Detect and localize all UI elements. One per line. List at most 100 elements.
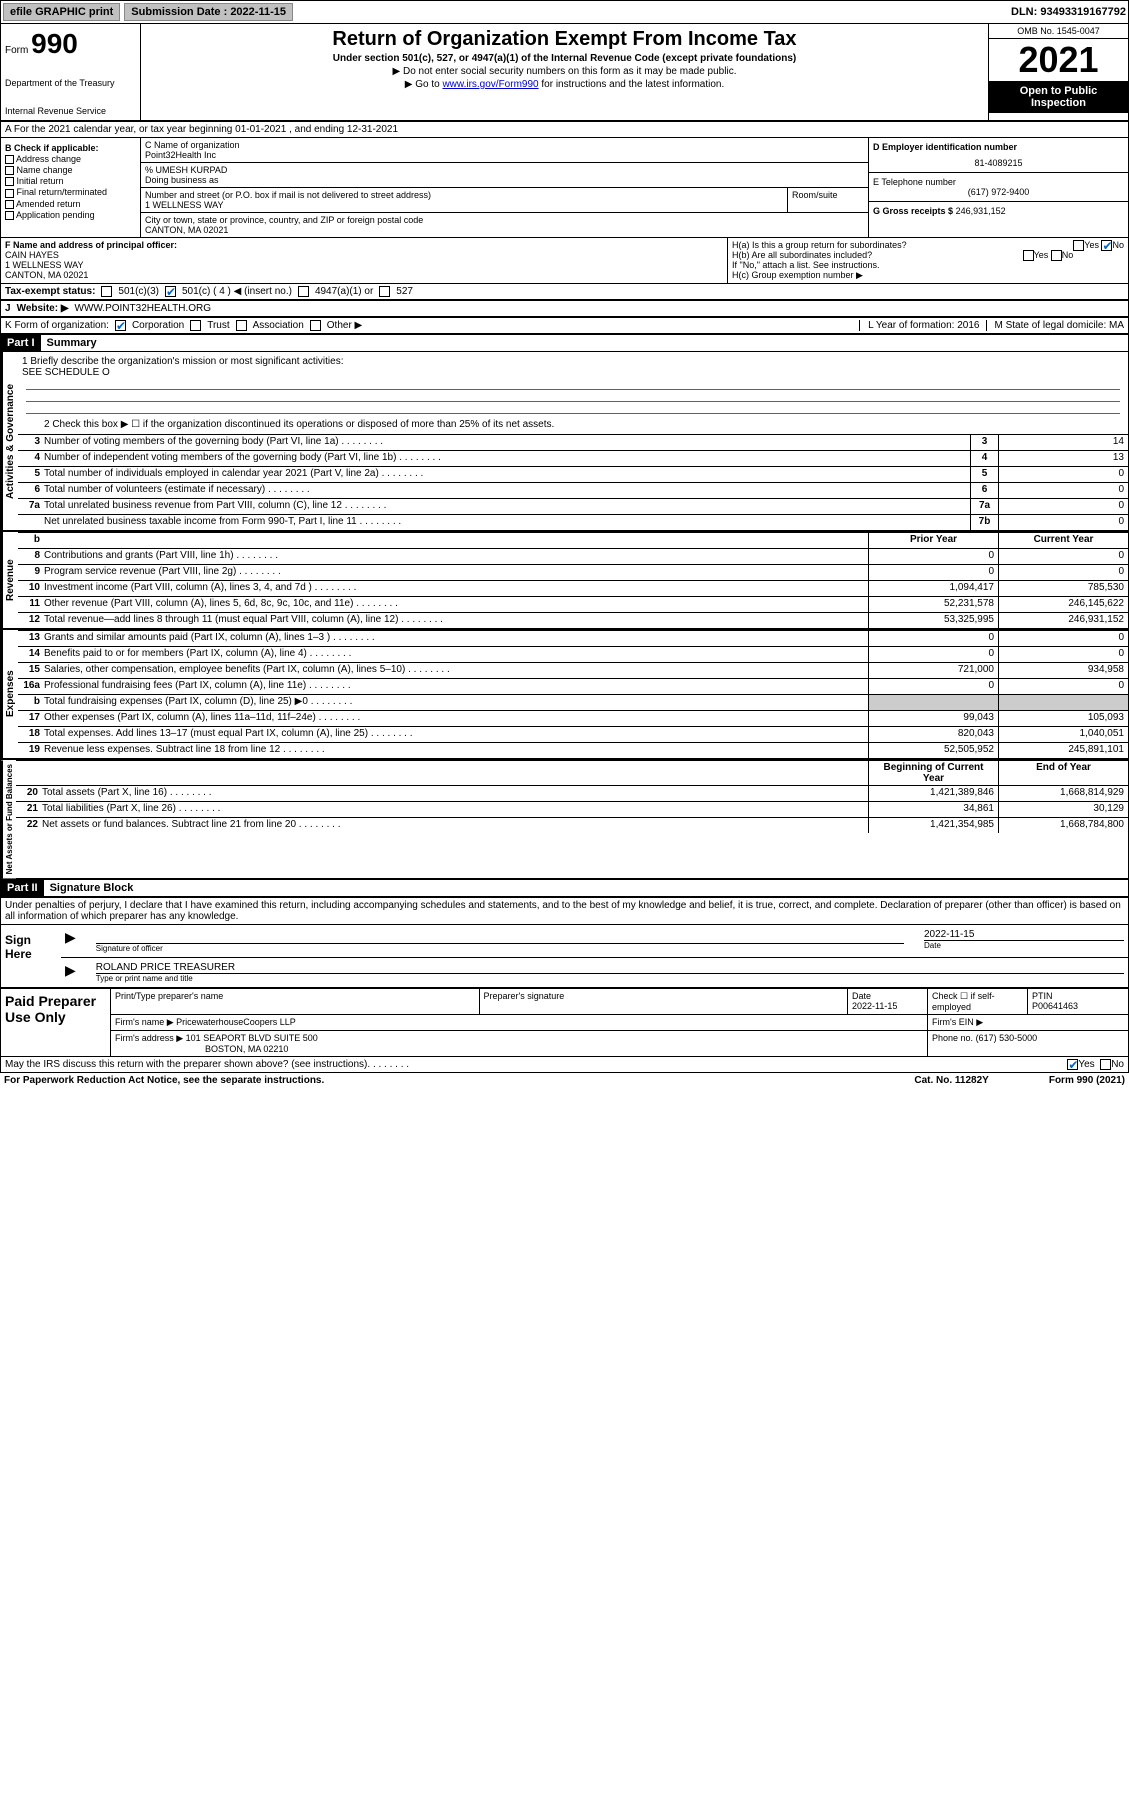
line-text: Salaries, other compensation, employee b…: [42, 663, 868, 678]
submission-date: Submission Date : 2022-11-15: [124, 3, 293, 21]
line-num: 18: [18, 727, 42, 742]
527-checkbox[interactable]: [379, 286, 390, 297]
prior-year-hdr: Prior Year: [868, 533, 998, 548]
line-num: 12: [18, 613, 42, 628]
line-value: 0: [998, 483, 1128, 498]
prior-value: [868, 695, 998, 710]
initial-return-label: Initial return: [17, 176, 64, 186]
side-revenue: Revenue: [1, 532, 18, 628]
hb-note: If "No," attach a list. See instructions…: [732, 260, 1124, 270]
discuss-no-checkbox[interactable]: [1100, 1059, 1111, 1070]
irs-link[interactable]: www.irs.gov/Form990: [442, 79, 538, 90]
form-number: 990: [31, 28, 78, 59]
line-num: 3: [18, 435, 42, 450]
arrow-icon: ▶: [65, 962, 76, 983]
prior-value: 0: [868, 565, 998, 580]
prep-date-val: 2022-11-15: [852, 1001, 923, 1011]
line-text: Number of voting members of the governin…: [42, 435, 970, 450]
line-text: Revenue less expenses. Subtract line 18 …: [42, 743, 868, 758]
col-b-hdr: B Check if applicable:: [5, 143, 136, 153]
top-bar: efile GRAPHIC print Submission Date : 20…: [1, 1, 1128, 24]
discuss-yes-checkbox[interactable]: [1067, 1059, 1078, 1070]
line-num: b: [18, 695, 42, 710]
side-expenses: Expenses: [1, 630, 18, 758]
mission-label: 1 Briefly describe the organization's mi…: [22, 356, 1124, 367]
print-name-label: Type or print name and title: [96, 973, 1124, 983]
corp-checkbox[interactable]: [115, 320, 126, 331]
mission-text: SEE SCHEDULE O: [22, 367, 1124, 378]
name-change-checkbox[interactable]: [5, 166, 14, 175]
line-num: 9: [18, 565, 42, 580]
amended-checkbox[interactable]: [5, 200, 14, 209]
form-box: Form 990 Department of the Treasury Inte…: [1, 24, 141, 120]
org-name: Point32Health Inc: [145, 150, 864, 160]
line-text: Net unrelated business taxable income fr…: [42, 515, 970, 530]
website-url: WWW.POINT32HEALTH.ORG: [75, 303, 212, 314]
trust-checkbox[interactable]: [190, 320, 201, 331]
yes-label: Yes: [1084, 240, 1099, 250]
current-value: 0: [998, 565, 1128, 580]
line-value: 0: [998, 499, 1128, 514]
hb-yes-checkbox[interactable]: [1023, 250, 1034, 261]
firm-name: PricewaterhouseCoopers LLP: [176, 1017, 296, 1027]
j-label: J: [5, 303, 11, 314]
current-value: [998, 695, 1128, 710]
current-value: 1,668,814,929: [998, 786, 1128, 801]
current-value: 0: [998, 647, 1128, 662]
prior-value: 52,231,578: [868, 597, 998, 612]
prior-value: 52,505,952: [868, 743, 998, 758]
line-text: Total liabilities (Part X, line 26): [40, 802, 868, 817]
final-return-checkbox[interactable]: [5, 189, 14, 198]
firm-addr2: BOSTON, MA 02210: [115, 1044, 923, 1054]
line2: 2 Check this box ▶ ☐ if the organization…: [42, 418, 1128, 434]
line-text: Number of independent voting members of …: [42, 451, 970, 466]
part1-title: Summary: [41, 335, 103, 351]
hb-no-checkbox[interactable]: [1051, 250, 1062, 261]
subtitle-section: Under section 501(c), 527, or 4947(a)(1)…: [145, 53, 984, 64]
current-value: 246,931,152: [998, 613, 1128, 628]
4947-checkbox[interactable]: [298, 286, 309, 297]
4947-label: 4947(a)(1) or: [315, 286, 373, 297]
ha-no-checkbox[interactable]: [1101, 240, 1112, 251]
self-emp-check: Check ☐ if self-employed: [928, 989, 1028, 1014]
initial-return-checkbox[interactable]: [5, 177, 14, 186]
line-text: Grants and similar amounts paid (Part IX…: [42, 631, 868, 646]
discuss-no: No: [1111, 1059, 1124, 1070]
line-num: 14: [18, 647, 42, 662]
prep-name-hdr: Print/Type preparer's name: [115, 991, 475, 1001]
addr-change-checkbox[interactable]: [5, 155, 14, 164]
current-value: 0: [998, 679, 1128, 694]
cat-no: Cat. No. 11282Y: [914, 1075, 988, 1086]
501c3-checkbox[interactable]: [101, 286, 112, 297]
prior-value: 53,325,995: [868, 613, 998, 628]
line-box: 7b: [970, 515, 998, 530]
name-change-label: Name change: [17, 165, 73, 175]
other-checkbox[interactable]: [310, 320, 321, 331]
website-label: Website: ▶: [17, 303, 69, 314]
app-pending-checkbox[interactable]: [5, 211, 14, 220]
open-public: Open to Public Inspection: [989, 81, 1128, 113]
prior-value: 34,861: [868, 802, 998, 817]
irs-label: Internal Revenue Service: [5, 106, 136, 116]
firm-phone-label: Phone no.: [932, 1033, 973, 1043]
efile-button[interactable]: efile GRAPHIC print: [3, 3, 120, 21]
sig-officer-label: Signature of officer: [96, 943, 904, 953]
prior-value: 0: [868, 631, 998, 646]
line-text: Total assets (Part X, line 16): [40, 786, 868, 801]
ha-yes-checkbox[interactable]: [1073, 240, 1084, 251]
firm-ein-label: Firm's EIN ▶: [928, 1015, 1128, 1030]
501c-checkbox[interactable]: [165, 286, 176, 297]
line-num: 7a: [18, 499, 42, 514]
assoc-checkbox[interactable]: [236, 320, 247, 331]
gross-label: G Gross receipts $: [873, 206, 953, 216]
hb-label: H(b) Are all subordinates included?: [732, 250, 872, 260]
city-value: CANTON, MA 02021: [145, 225, 864, 235]
current-value: 1,668,784,800: [998, 818, 1128, 833]
addr-change-label: Address change: [16, 154, 81, 164]
no-label2: No: [1062, 250, 1074, 260]
f-label: F Name and address of principal officer:: [5, 240, 723, 250]
other-label: Other ▶: [327, 320, 362, 331]
current-value: 934,958: [998, 663, 1128, 678]
street-label: Number and street (or P.O. box if mail i…: [145, 190, 783, 200]
line-box: 4: [970, 451, 998, 466]
